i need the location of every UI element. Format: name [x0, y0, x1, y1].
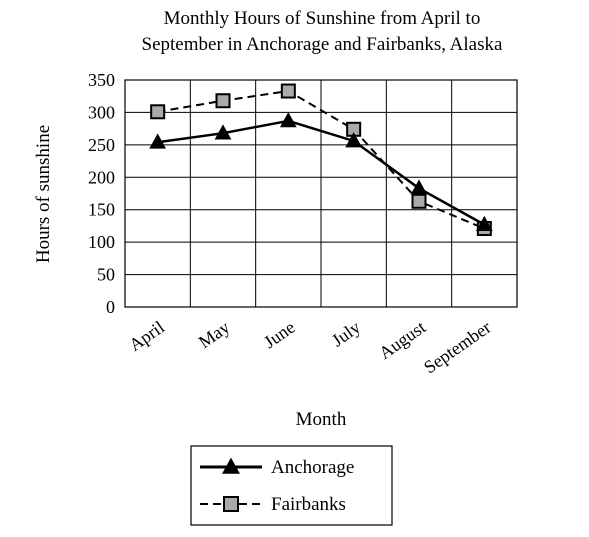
series-layer [149, 83, 493, 237]
x-tick-label: April [125, 317, 168, 355]
x-tick-label: June [260, 317, 299, 352]
y-tick-label: 0 [106, 297, 115, 317]
data-point [279, 112, 297, 128]
series-anchorage [149, 112, 493, 231]
data-point [149, 133, 167, 149]
legend-marker [222, 457, 240, 474]
legend-item-anchorage: Anchorage [200, 457, 354, 478]
gridlines [125, 80, 517, 307]
y-tick-label: 250 [88, 135, 115, 155]
legend: Anchorage Fairbanks [190, 445, 393, 526]
series-line [157, 89, 485, 230]
data-point [280, 83, 296, 99]
data-point [410, 179, 428, 195]
legend-item-fairbanks: Fairbanks [200, 494, 346, 515]
x-axis-label: Month [296, 409, 347, 430]
x-tick-label: May [195, 317, 234, 352]
x-tick-label: September [420, 317, 495, 378]
data-point [411, 193, 427, 209]
data-point [345, 132, 363, 148]
y-tick-label: 200 [88, 167, 115, 187]
y-tick-label: 150 [88, 200, 115, 220]
data-point [214, 124, 232, 140]
x-tick-label: August [375, 317, 429, 363]
plot-area-frame [124, 79, 518, 308]
data-point [215, 93, 231, 109]
data-point [475, 215, 493, 231]
legend-label: Fairbanks [271, 494, 346, 515]
y-axis-ticks: 0 50 100 150 200 250 300 350 [88, 70, 115, 317]
y-tick-label: 50 [97, 265, 115, 285]
y-axis-label: Hours of sunshine [33, 125, 54, 263]
legend-label: Anchorage [271, 457, 354, 478]
y-tick-label: 350 [88, 70, 115, 90]
x-tick-label: July [328, 317, 364, 351]
series-line [157, 119, 485, 226]
chart-title-line-2: September in Anchorage and Fairbanks, Al… [142, 34, 503, 55]
chart-title-line-1: Monthly Hours of Sunshine from April to [164, 8, 481, 29]
legend-marker [223, 496, 239, 512]
data-point [150, 104, 166, 120]
y-tick-label: 300 [88, 102, 115, 122]
y-tick-label: 100 [88, 232, 115, 252]
